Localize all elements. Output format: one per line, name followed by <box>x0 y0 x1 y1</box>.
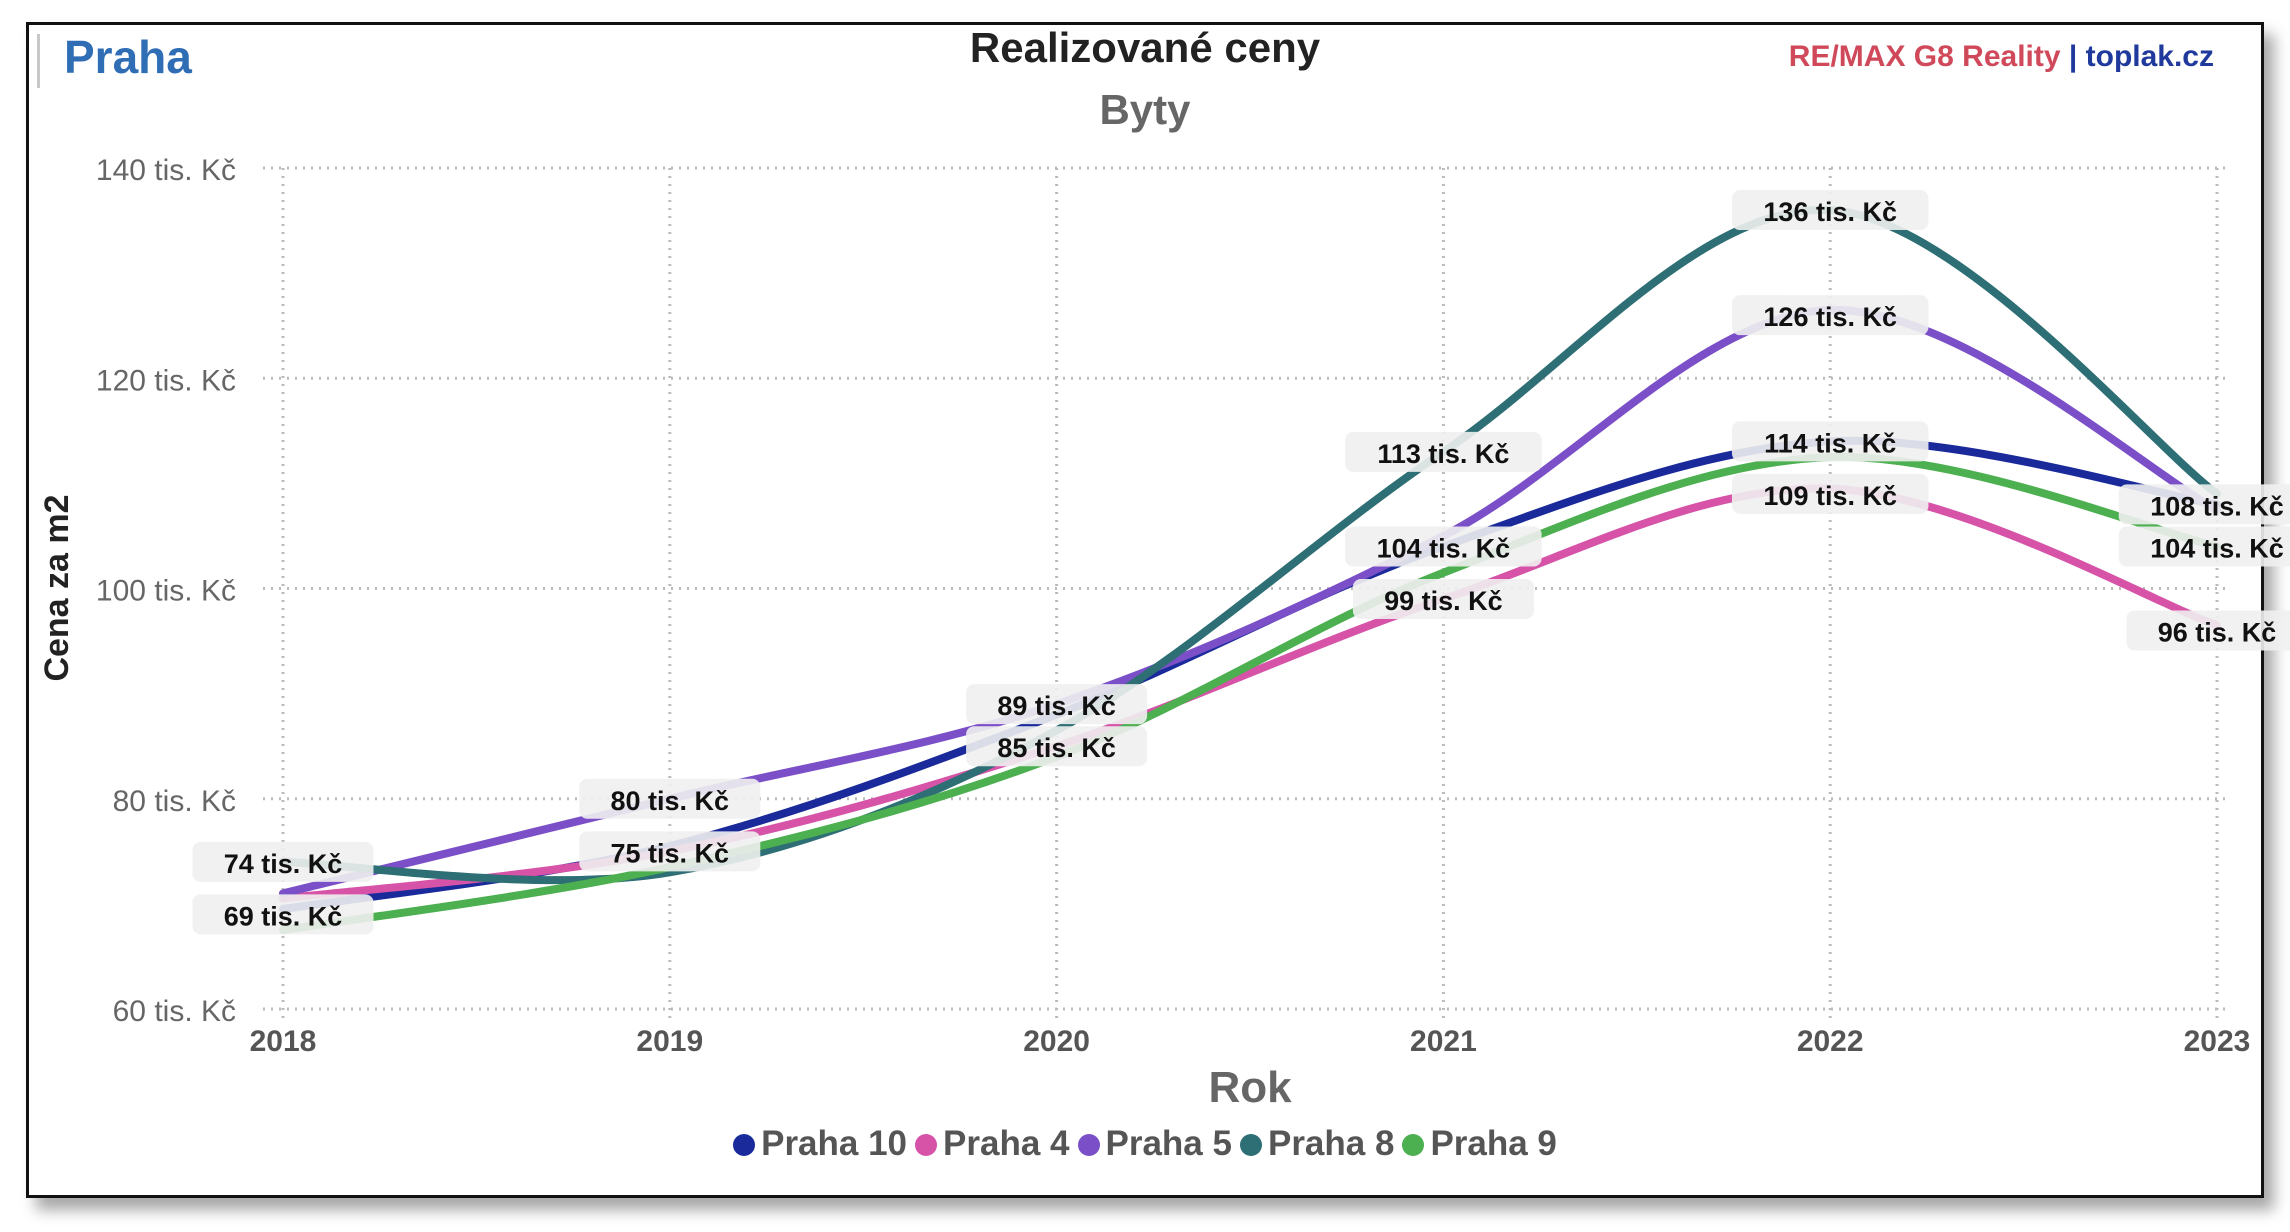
data-label: 136 tis. Kč <box>1731 190 1929 231</box>
data-label: 96 tis. Kč <box>2126 610 2290 651</box>
data-label-text: 69 tis. Kč <box>224 901 343 931</box>
legend-item-praha-10[interactable]: Praha 10 <box>733 1124 907 1164</box>
x-tick-label: 2021 <box>1410 1025 1477 1058</box>
data-label-text: 99 tis. Kč <box>1384 586 1503 616</box>
legend-label: Praha 10 <box>761 1124 908 1163</box>
legend-label: Praha 5 <box>1105 1124 1232 1163</box>
data-label-background <box>2118 526 2290 567</box>
data-label-background <box>579 831 761 872</box>
data-labels: 74 tis. Kč 69 tis. Kč 80 tis. Kč 75 tis. Kč… <box>192 190 2290 935</box>
y-tick-label: 60 tis. Kč <box>113 995 236 1028</box>
legend-label: Praha 9 <box>1430 1124 1557 1163</box>
data-label: 74 tis. Kč <box>192 841 374 882</box>
legend-item-praha-8[interactable]: Praha 8 <box>1239 1124 1395 1164</box>
data-label: 126 tis. Kč <box>1731 295 1929 336</box>
x-tick-label: 2018 <box>250 1025 317 1058</box>
data-label-text: 96 tis. Kč <box>2158 618 2277 648</box>
data-label: 109 tis. Kč <box>1731 473 1929 514</box>
data-label-text: 126 tis. Kč <box>1763 302 1897 332</box>
data-label-text: 104 tis. Kč <box>1377 533 1511 563</box>
data-label-text: 114 tis. Kč <box>1764 428 1896 458</box>
data-label-background <box>2118 484 2290 525</box>
brand-separator: | <box>2060 40 2086 73</box>
data-label-background <box>966 726 1148 767</box>
title-accent-bar <box>37 34 40 88</box>
legend-label: Praha 8 <box>1267 1124 1395 1163</box>
data-label-background <box>966 684 1148 725</box>
axes: 60 tis. Kč 80 tis. Kč 100 tis. Kč 120 tis. … <box>38 154 2250 1112</box>
x-axis-title: Rok <box>1208 1063 1292 1112</box>
y-tick-label: 80 tis. Kč <box>113 785 236 818</box>
brand-remax: RE/MAX G8 Reality <box>1788 40 2061 73</box>
series-line-praha-9[interactable] <box>279 453 2221 935</box>
data-label-text: 136 tis. Kč <box>1763 197 1897 227</box>
data-label: 108 tis. Kč <box>2118 484 2290 525</box>
chart-title: Realizované ceny <box>969 24 1321 71</box>
data-label-text: 108 tis. Kč <box>2150 491 2284 521</box>
data-label-background <box>192 894 374 935</box>
data-label: 89 tis. Kč <box>966 684 1148 725</box>
data-label-background <box>1352 579 1534 620</box>
data-label: 69 tis. Kč <box>192 894 374 935</box>
data-label-background <box>192 841 374 882</box>
y-tick-label: 140 tis. Kč <box>96 154 236 187</box>
legend-label: Praha 4 <box>943 1124 1070 1163</box>
data-label-background <box>2126 610 2290 651</box>
legend-swatch <box>1239 1134 1262 1156</box>
data-label-text: 104 tis. Kč <box>2150 533 2284 563</box>
city-title: Praha <box>64 31 192 83</box>
series-line-praha-4[interactable] <box>279 484 2221 903</box>
data-label-text: 113 tis. Kč <box>1377 439 1509 469</box>
legend-swatch <box>733 1134 756 1156</box>
brand-toplak: toplak.cz <box>2085 40 2214 73</box>
data-label: 85 tis. Kč <box>966 726 1148 767</box>
data-label-background <box>1731 473 1929 514</box>
legend-swatch <box>1402 1134 1425 1156</box>
data-label: 113 tis. Kč <box>1345 431 1542 472</box>
y-axis-title: Cena za m2 <box>38 494 76 681</box>
brand-credit[interactable]: RE/MAX G8 Reality | toplak.cz <box>1789 40 2214 74</box>
y-tick-label: 100 tis. Kč <box>96 575 236 608</box>
data-label-background <box>1731 421 1929 462</box>
y-tick-label: 120 tis. Kč <box>96 364 236 397</box>
legend-swatch <box>1077 1134 1100 1156</box>
legend-swatch <box>915 1134 938 1156</box>
data-label: 104 tis. Kč <box>2118 526 2290 567</box>
chart-legend: Praha 10 Praha 4 Praha 5 Praha 8 Praha 9 <box>0 1124 2290 1164</box>
data-label-text: 85 tis. Kč <box>997 733 1116 763</box>
data-label-text: 80 tis. Kč <box>611 786 730 816</box>
data-label-background <box>1345 431 1542 472</box>
x-tick-label: 2022 <box>1797 1025 1864 1058</box>
x-tick-label: 2019 <box>636 1025 703 1058</box>
data-label-background <box>1345 526 1542 567</box>
data-label-background <box>1731 295 1929 336</box>
data-label: 114 tis. Kč <box>1731 421 1929 462</box>
x-tick-label: 2023 <box>2184 1025 2251 1058</box>
data-label-background <box>579 778 761 819</box>
data-label-text: 75 tis. Kč <box>611 838 730 868</box>
data-label: 99 tis. Kč <box>1352 579 1534 620</box>
legend-item-praha-4[interactable]: Praha 4 <box>915 1124 1070 1164</box>
chart-subtitle: Byty <box>1099 86 1191 133</box>
data-label-text: 74 tis. Kč <box>224 849 343 879</box>
data-label-text: 109 tis. Kč <box>1763 481 1897 511</box>
data-label: 75 tis. Kč <box>579 831 761 872</box>
data-label: 80 tis. Kč <box>579 778 761 819</box>
data-label-background <box>1731 190 1929 231</box>
x-tick-label: 2020 <box>1023 1025 1090 1058</box>
legend-item-praha-5[interactable]: Praha 5 <box>1077 1124 1232 1164</box>
data-label: 104 tis. Kč <box>1345 526 1542 567</box>
legend-item-praha-9[interactable]: Praha 9 <box>1402 1124 1557 1164</box>
data-label-text: 89 tis. Kč <box>997 691 1116 721</box>
